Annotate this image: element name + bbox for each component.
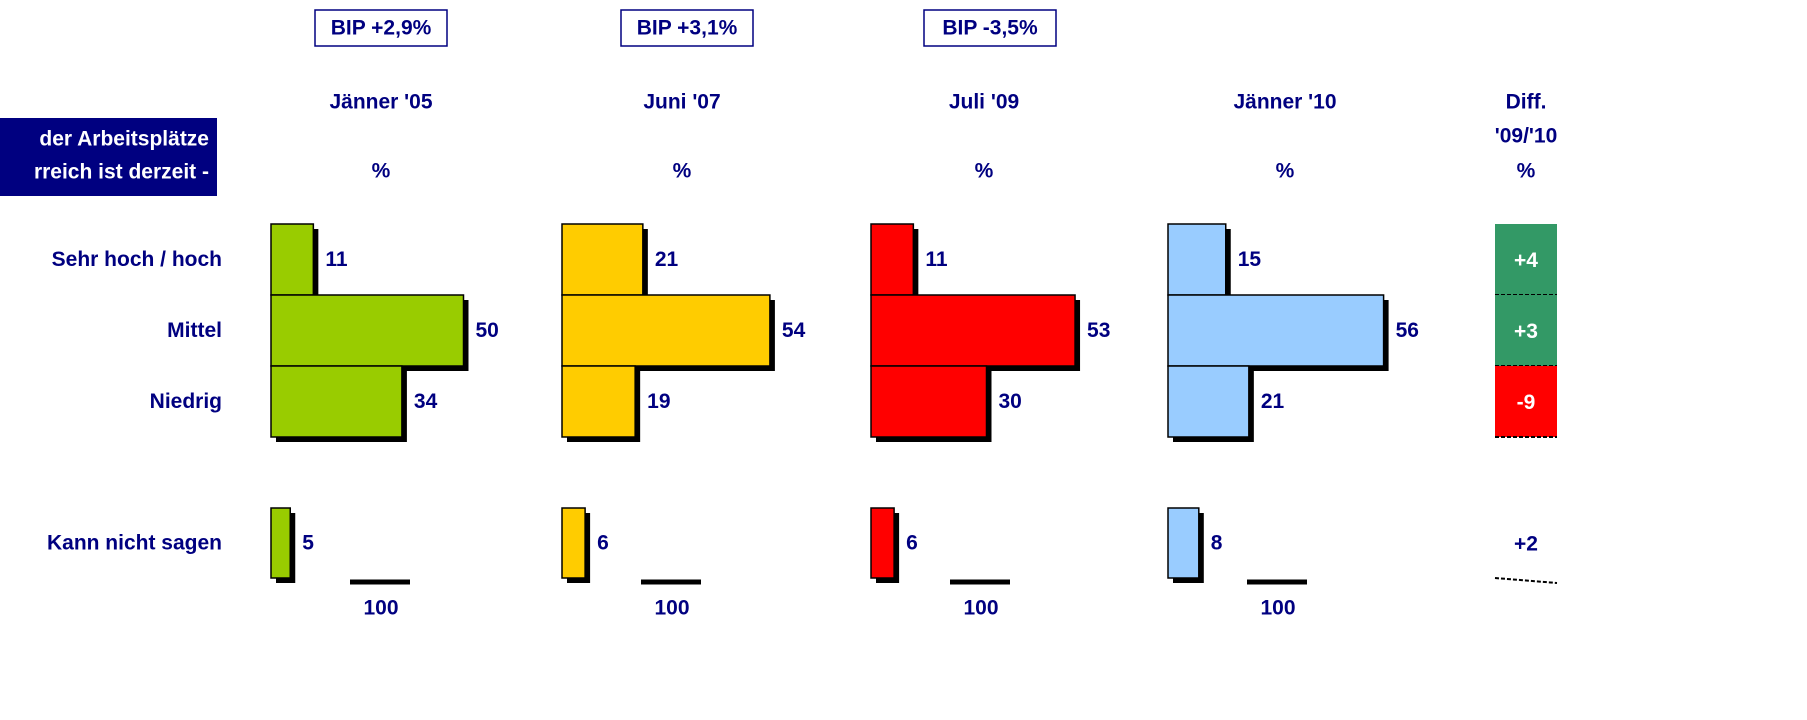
bar [270,365,403,438]
diff-separator [1494,577,1558,584]
value-label: 34 [414,390,438,413]
bar [270,294,465,367]
question-line: der Arbeitsplätze [39,128,209,151]
panel-unit: % [975,160,994,183]
value-label: 21 [1261,390,1285,413]
scale-label: 100 [963,597,998,620]
row-label: Mittel [167,319,222,342]
panel-unit: % [673,160,692,183]
diff-title: Diff. [1506,91,1547,114]
question-line: rreich ist derzeit - [34,161,209,184]
value-label: 11 [325,248,348,271]
diff-subtitle: '09/'10 [1495,125,1558,148]
scale-label: 100 [1260,597,1295,620]
value-label: 8 [1211,532,1223,555]
bar [1167,294,1385,367]
diff-label: -9 [1517,391,1536,414]
value-label: 30 [999,390,1022,413]
diff-label: +4 [1514,249,1538,272]
bar [561,294,771,367]
row-label: Kann nicht sagen [47,532,222,555]
bar [270,223,315,296]
panel-unit: % [1276,160,1295,183]
diff-box [1495,295,1557,366]
bar [1167,507,1200,579]
annotation: BIP -3,5% [942,17,1038,40]
diff-unit: % [1517,160,1536,183]
value-label: 50 [476,319,499,342]
value-label: 6 [597,532,609,555]
value-label: 5 [302,532,314,555]
bar [1167,365,1250,438]
bar [870,365,988,438]
bar [270,507,291,579]
panel-title: Jänner '05 [329,91,432,114]
question-box [0,118,217,196]
annotation-box [314,9,448,47]
scale-label: 100 [363,597,398,620]
value-label: 11 [925,248,948,271]
diff-box [1495,224,1557,295]
panel-title: Jänner '10 [1233,91,1336,114]
value-label: 21 [655,248,679,271]
value-label: 54 [782,319,806,342]
row-label: Niedrig [150,390,222,413]
annotation-box [923,9,1057,47]
annotation: BIP +2,9% [331,17,432,40]
bar [870,294,1076,367]
value-label: 6 [906,532,918,555]
diff-box [1495,366,1557,437]
diff-label: +3 [1514,320,1538,343]
annotation-box [620,9,754,47]
diff-label: +2 [1514,533,1538,556]
panel-title: Juli '09 [949,91,1019,114]
row-label: Sehr hoch / hoch [52,248,222,271]
value-label: 15 [1238,248,1262,271]
bar [561,365,636,438]
panel-unit: % [372,160,391,183]
scale-label: 100 [654,597,689,620]
bar [1167,223,1227,296]
bar [561,223,644,296]
bar [561,507,586,579]
value-label: 19 [647,390,670,413]
bar [870,223,915,296]
bar [870,507,895,579]
panel-title: Juni '07 [643,91,720,114]
value-label: 56 [1396,319,1419,342]
value-label: 53 [1087,319,1110,342]
annotation: BIP +3,1% [637,17,738,40]
